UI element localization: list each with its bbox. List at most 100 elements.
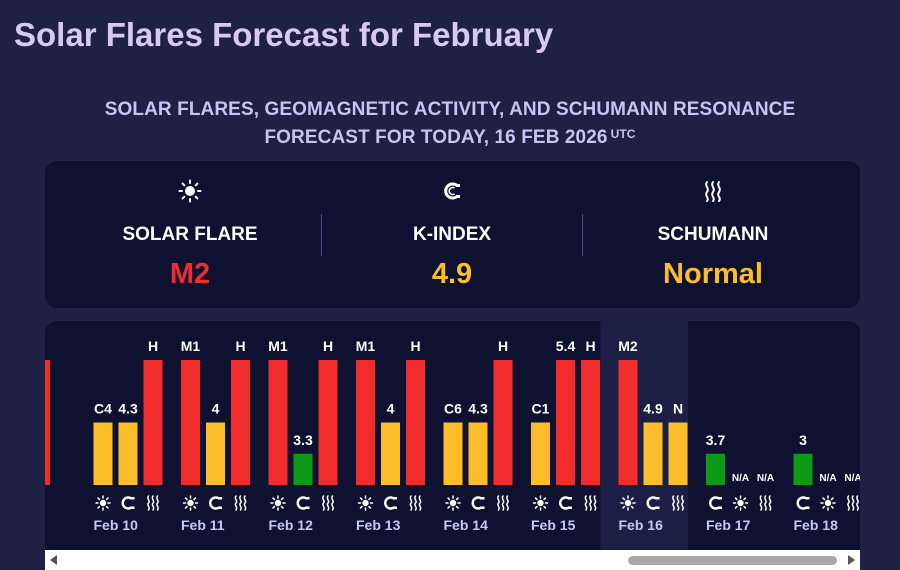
waves-icon — [759, 495, 772, 511]
solar-flare-value: M2 — [169, 258, 211, 290]
day-date-label: Feb 10 — [94, 517, 139, 533]
schumann-data-label: H — [235, 338, 245, 354]
kindex-data-label: 4.3 — [468, 401, 488, 417]
kindex-bar — [706, 453, 725, 485]
schumann-bar — [406, 360, 425, 485]
kindex-bar — [643, 422, 663, 485]
kindex-bar — [381, 422, 400, 485]
kindex-bar — [793, 453, 813, 485]
flare-data-label: M1 — [356, 338, 376, 354]
chart-day-feb-14: C6 4.3 H Feb 14 — [443, 338, 513, 533]
schumann-bar — [668, 422, 688, 485]
chart-canvas: C4 4.3 H Feb 10 M1 4 H Feb 11 M1 3.3 H Feb 12 M1 4 H Fe… — [45, 321, 860, 550]
flare-bar — [268, 360, 288, 485]
magnet-icon — [709, 496, 722, 510]
magnet-icon — [121, 496, 135, 510]
kindex-bar — [468, 422, 488, 485]
scroll-left-arrow-icon[interactable] — [50, 555, 57, 565]
flare-data-label: C4 — [94, 401, 112, 417]
flare-bar — [531, 422, 550, 485]
flare-data-label: N/A — [819, 473, 836, 484]
schumann-bar — [143, 360, 163, 485]
summary-divider — [582, 214, 583, 256]
schumann-bar — [231, 360, 250, 485]
chart-day-feb-17: 3.7 N/A N/A Feb 17 — [706, 432, 774, 533]
sun-icon — [820, 495, 836, 511]
schumann-data-label: H — [498, 338, 508, 354]
schumann-bar — [581, 360, 600, 485]
sun-icon — [182, 495, 199, 511]
day-date-label: Feb 11 — [181, 517, 225, 533]
chart-day-feb-11: M1 4 H Feb 11 — [181, 338, 250, 533]
magnet-icon — [646, 496, 660, 510]
forecast-subtitle: SOLAR FLARES, GEOMAGNETIC ACTIVITY, AND … — [0, 96, 900, 152]
kindex-data-label: 4.9 — [643, 401, 663, 417]
schumann-data-label: H — [323, 338, 333, 354]
forecast-bar-chart[interactable]: C4 4.3 H Feb 10 M1 4 H Feb 11 M1 3.3 H Feb 12 M1 4 H Fe… — [45, 321, 860, 570]
sun-icon — [445, 495, 461, 511]
waves-icon — [583, 179, 843, 203]
solar-flare-label: SOLAR FLARE — [122, 224, 258, 245]
flare-data-label: C6 — [444, 401, 462, 417]
k-index-label: K-INDEX — [412, 224, 492, 245]
sun-icon — [532, 495, 549, 511]
kindex-data-label: 5.4 — [556, 338, 576, 354]
chart-day-feb-12: M1 3.3 H Feb 12 — [268, 338, 338, 533]
waves-icon — [409, 495, 422, 511]
schumann-value: Normal — [663, 258, 763, 290]
chart-day-feb-10: C4 4.3 H Feb 10 — [93, 338, 163, 533]
day-date-label: Feb 12 — [269, 517, 314, 533]
day-date-label: Feb 14 — [444, 517, 489, 533]
page-title: Solar Flares Forecast for February — [14, 16, 554, 53]
sun-icon — [60, 179, 320, 203]
waves-icon — [584, 495, 597, 511]
magnet-icon — [384, 496, 397, 510]
schumann-data-label: N/A — [844, 473, 860, 484]
chart-day-feb-16: M2 4.9 N Feb 16 — [600, 321, 688, 550]
day-date-label: Feb 16 — [619, 517, 664, 533]
schumann-label: SCHUMANN — [657, 224, 769, 245]
flare-bar — [443, 422, 463, 485]
scrollbar-thumb[interactable] — [628, 556, 837, 565]
waves-icon — [322, 495, 334, 511]
waves-icon — [147, 495, 159, 511]
flare-bar — [618, 360, 638, 485]
flare-data-label: M2 — [618, 338, 638, 354]
day-date-label: Feb 18 — [794, 517, 839, 533]
schumann-bar — [493, 360, 513, 485]
sun-icon — [620, 495, 636, 511]
sun-icon — [95, 495, 111, 511]
schumann-data-label: H — [410, 338, 420, 354]
magnet-icon — [322, 179, 582, 203]
subtitle-date: FORECAST FOR TODAY, 16 FEB 2026 — [264, 127, 608, 148]
flare-data-label: M1 — [268, 338, 288, 354]
kindex-bar — [556, 360, 575, 485]
schumann-data-label: N/A — [757, 473, 774, 484]
day-date-label: Feb 17 — [706, 517, 751, 533]
scroll-right-arrow-icon[interactable] — [848, 555, 855, 565]
chart-day-feb-13: M1 4 H Feb 13 — [356, 338, 425, 533]
schumann-data-label: H — [585, 338, 595, 354]
summary-solar-flare: SOLAR FLARE M2 — [60, 161, 320, 308]
kindex-data-label: 4 — [212, 401, 220, 417]
chart-horizontal-scrollbar[interactable] — [45, 550, 860, 570]
magnet-icon — [471, 496, 485, 510]
kindex-bar — [293, 453, 313, 485]
waves-icon — [234, 495, 247, 511]
waves-icon — [672, 495, 684, 511]
day-date-label: Feb 13 — [356, 517, 401, 533]
flare-data-label: N/A — [732, 473, 749, 484]
subtitle-line-2: FORECAST FOR TODAY, 16 FEB 2026 UTC — [0, 124, 900, 152]
magnet-icon — [796, 496, 810, 510]
magnet-icon — [559, 496, 572, 510]
flare-data-label: M1 — [181, 338, 201, 354]
kindex-bar — [206, 422, 225, 485]
summary-schumann: SCHUMANN Normal — [583, 161, 843, 308]
kindex-data-label: 4.3 — [118, 401, 138, 417]
kindex-data-label: 4 — [387, 401, 395, 417]
waves-icon — [847, 495, 859, 511]
schumann-bar — [318, 360, 338, 485]
subtitle-line-1: SOLAR FLARES, GEOMAGNETIC ACTIVITY, AND … — [104, 99, 796, 120]
kindex-data-label: 3 — [799, 432, 807, 448]
sun-icon — [357, 495, 374, 511]
